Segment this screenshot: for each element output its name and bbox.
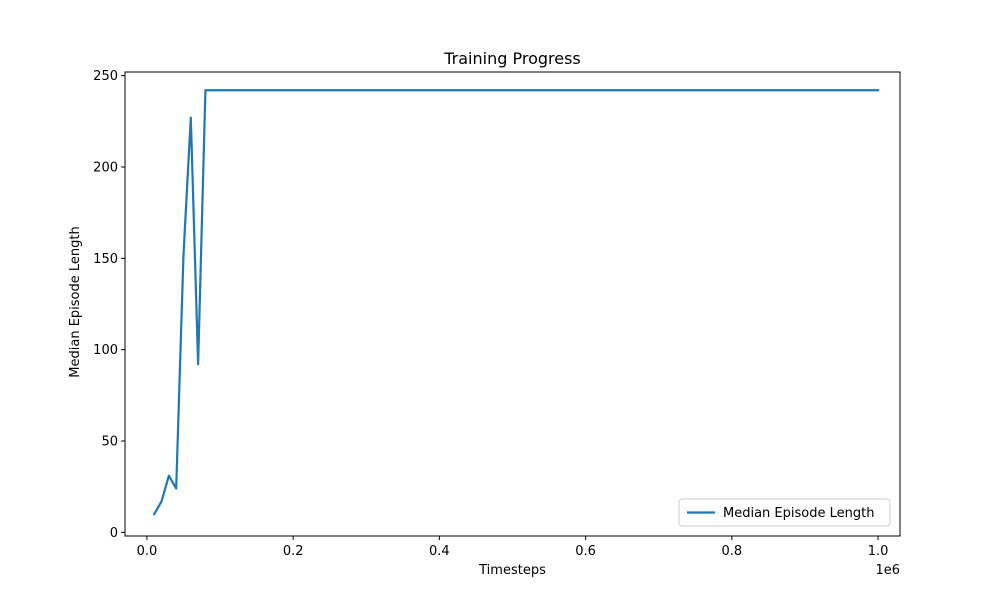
chart-title: Training Progress bbox=[443, 49, 581, 68]
series-line-median-episode-length bbox=[152, 89, 880, 516]
x-tick-label: 0.8 bbox=[721, 544, 742, 559]
x-tick-label: 1.0 bbox=[868, 544, 889, 559]
y-tick-label: 100 bbox=[93, 343, 118, 358]
y-tick-label: 0 bbox=[110, 526, 118, 541]
y-tick-label: 200 bbox=[93, 160, 118, 175]
x-tick-label: 0.4 bbox=[429, 544, 450, 559]
x-axis-offset-label: 1e6 bbox=[875, 563, 900, 578]
x-tick-label: 0.6 bbox=[575, 544, 596, 559]
legend: Median Episode Length bbox=[678, 498, 891, 527]
legend-label: Median Episode Length bbox=[723, 506, 874, 521]
axes-frame bbox=[124, 71, 901, 537]
x-tick-label: 0.0 bbox=[137, 544, 158, 559]
y-tick-label: 150 bbox=[93, 252, 118, 267]
y-tick-label: 250 bbox=[93, 69, 118, 84]
x-axis-label: Timesteps bbox=[478, 563, 546, 578]
plot-area: 0.0 0.2 0.4 0.6 0.8 1.0 0 50 100 150 200 250 bbox=[93, 69, 901, 559]
y-axis-label: Median Episode Length bbox=[68, 226, 83, 377]
x-tick-label: 0.2 bbox=[283, 544, 304, 559]
legend-box bbox=[678, 498, 891, 527]
y-tick-label: 50 bbox=[101, 435, 118, 450]
